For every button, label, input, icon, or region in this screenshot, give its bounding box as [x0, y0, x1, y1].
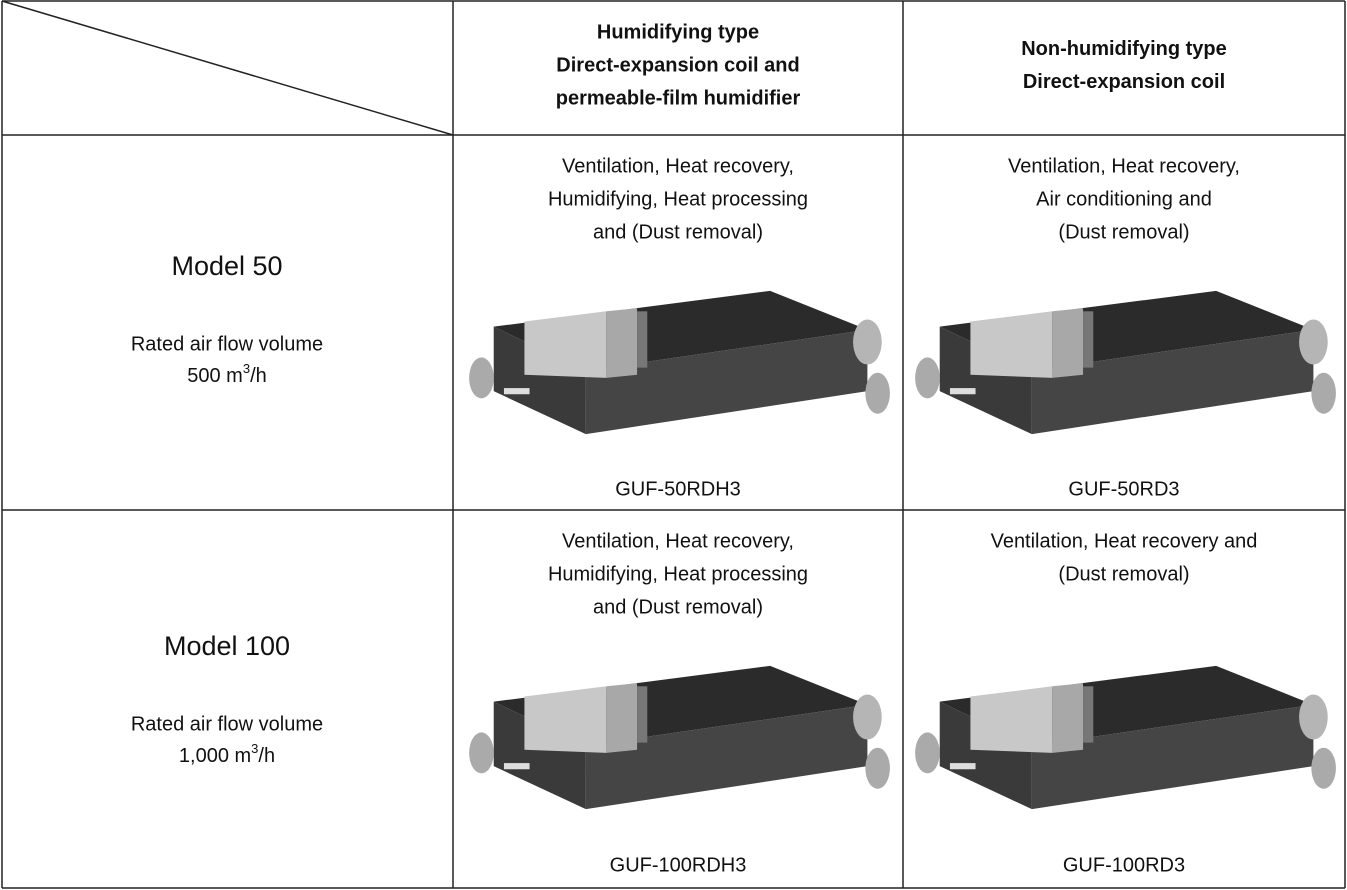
header-line: Non-humidifying type	[1021, 38, 1227, 60]
flow-value: 1,000 m3/h	[179, 741, 275, 767]
function-line: Humidifying, Heat processing	[548, 563, 808, 585]
unit-image	[915, 290, 1336, 435]
header-line: Direct-expansion coil and	[556, 54, 799, 76]
function-line: (Dust removal)	[1058, 563, 1189, 585]
product-code: GUF-50RDH3	[615, 478, 741, 500]
flow-sup: 3	[251, 741, 258, 756]
header-line: permeable-film humidifier	[556, 87, 801, 109]
flow-number: 1,000 m	[179, 745, 251, 767]
product-code: GUF-50RD3	[1068, 478, 1179, 500]
function-line: (Dust removal)	[1058, 221, 1189, 243]
function-line: Ventilation, Heat recovery,	[562, 530, 794, 552]
flow-label: Rated air flow volume	[131, 333, 323, 355]
flow-number: 500 m	[187, 365, 243, 387]
flow-unit: /h	[258, 745, 275, 767]
flow-sup: 3	[243, 361, 250, 376]
header-line: Humidifying type	[597, 21, 759, 43]
flow-value: 500 m3/h	[187, 361, 267, 387]
function-line: Air conditioning and	[1036, 188, 1212, 210]
product-code: GUF-100RDH3	[610, 854, 747, 876]
product-code: GUF-100RD3	[1063, 854, 1185, 876]
model-name: Model 50	[171, 251, 282, 281]
model-name: Model 100	[164, 631, 290, 661]
function-line: Humidifying, Heat processing	[548, 188, 808, 210]
function-line: and (Dust removal)	[593, 596, 763, 618]
flow-unit: /h	[250, 365, 267, 387]
function-line: and (Dust removal)	[593, 221, 763, 243]
function-line: Ventilation, Heat recovery,	[1008, 155, 1240, 177]
unit-image	[915, 665, 1336, 810]
function-line: Ventilation, Heat recovery and	[991, 530, 1258, 552]
unit-image	[469, 290, 890, 435]
header-line: Direct-expansion coil	[1023, 71, 1225, 93]
unit-image	[469, 665, 890, 810]
function-line: Ventilation, Heat recovery,	[562, 155, 794, 177]
flow-label: Rated air flow volume	[131, 713, 323, 735]
